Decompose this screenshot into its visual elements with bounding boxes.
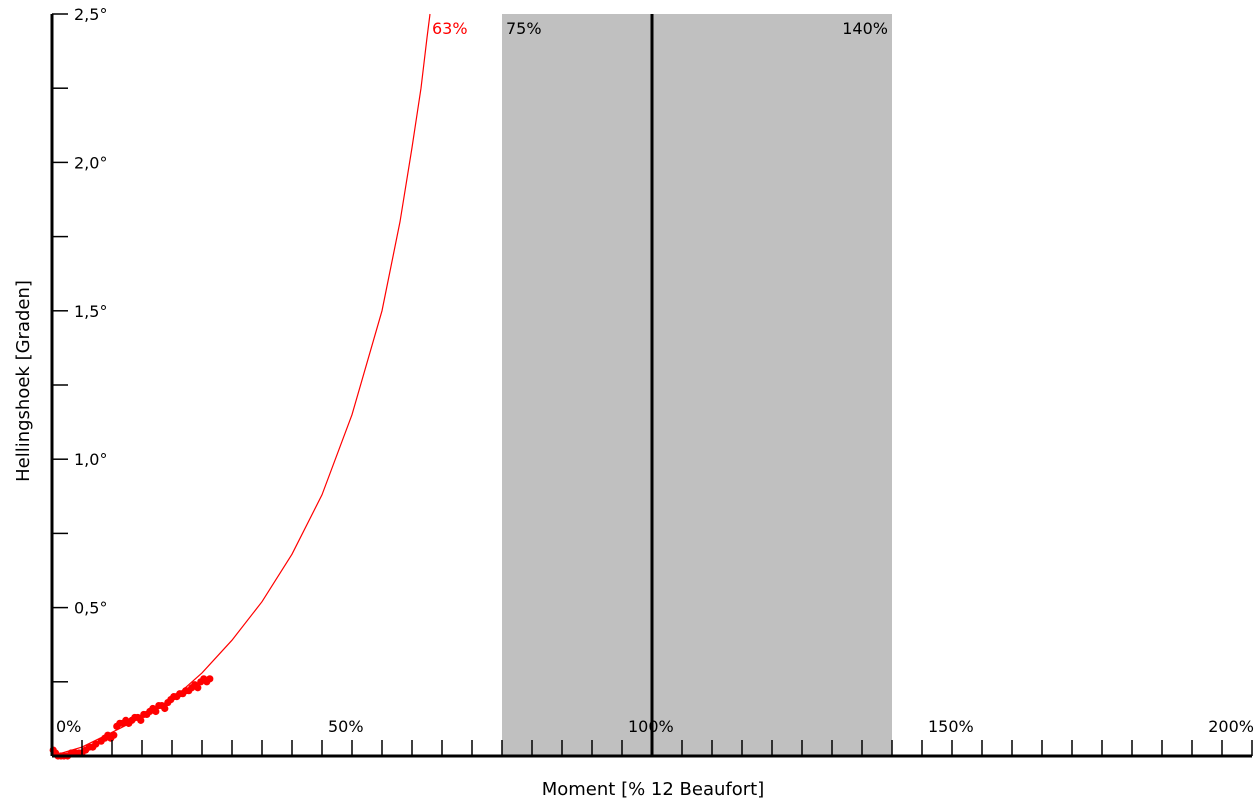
x-tick-label: 150%: [928, 717, 974, 736]
y-tick-label: 0,5°: [74, 599, 107, 618]
data-point: [194, 684, 202, 692]
data-point: [161, 704, 169, 713]
band-layer: [502, 14, 892, 756]
x-tick-label: 50%: [328, 717, 364, 736]
x-tick-label: 0%: [56, 717, 81, 736]
x-tick-label: 100%: [628, 717, 674, 736]
band-start-label: 75%: [506, 19, 542, 38]
y-tick-label: 1,5°: [74, 302, 107, 321]
data-point: [92, 740, 100, 748]
data-point: [206, 675, 214, 683]
data-point: [152, 707, 160, 716]
band-end-label: 140%: [842, 19, 888, 38]
data-point: [110, 731, 118, 739]
y-tick-label: 1,0°: [74, 450, 107, 469]
data-point: [137, 716, 145, 724]
axes-layer: [50, 13, 1253, 758]
y-tick-label: 2,5°: [74, 5, 107, 24]
labels-layer: 75% 140% 63% 0% 50% 100% 150% 200% 0,5° 1,0° 1,5° 2…: [56, 5, 1254, 736]
tolerance-band: [502, 14, 892, 756]
x-axis-title: Moment [% 12 Beaufort]: [542, 779, 765, 800]
y-tick-label: 2,0°: [74, 153, 107, 172]
x-tick-label: 200%: [1208, 717, 1254, 736]
curve-layer: [51, 13, 431, 757]
curve-asymptote-label: 63%: [432, 19, 468, 38]
y-axis-title: Hellingshoek [Graden]: [13, 280, 34, 482]
fit-curve: [51, 13, 431, 757]
